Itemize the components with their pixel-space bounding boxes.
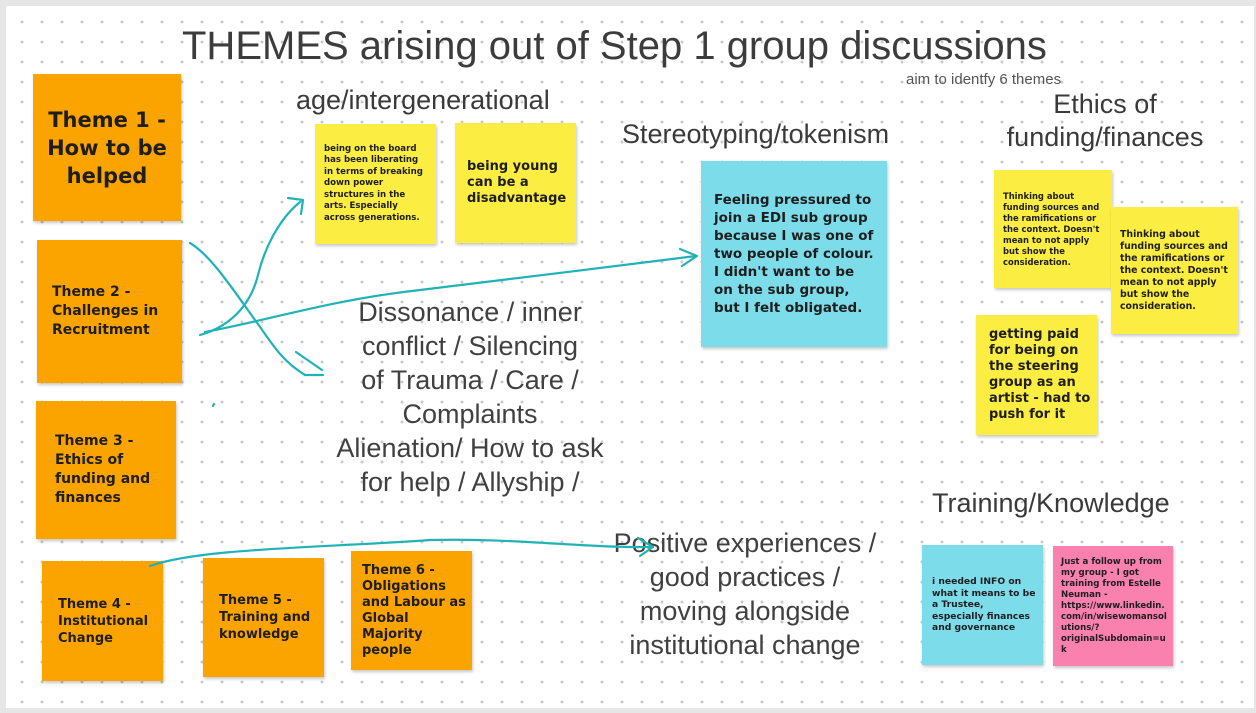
theme-2-sticky[interactable]: Theme 2 - Challenges in Recruitment (37, 240, 182, 383)
positive-line: moving alongside (639, 596, 851, 626)
positive-text-block[interactable]: Positive experiences / good practices / … (590, 526, 900, 662)
board-title: THEMES arising out of Step 1 group discu… (182, 24, 1047, 68)
theme-4-label: Theme 4 - Institutional Change (58, 596, 149, 646)
training-note-follow-up[interactable]: Just a follow up from my group - I got t… (1053, 546, 1173, 666)
age-note-liberating[interactable]: being on the board has been liberating i… (315, 124, 436, 244)
dissonance-line: Dissonance / inner (358, 297, 582, 327)
training-note-trustee-text: i needed INFO on what it means to be a T… (932, 576, 1036, 634)
training-note-trustee[interactable]: i needed INFO on what it means to be a T… (922, 545, 1043, 665)
theme-5-sticky[interactable]: Theme 5 - Training and knowledge (203, 558, 324, 677)
theme-1-sticky[interactable]: Theme 1 - How to be helped (33, 74, 181, 221)
dissonance-text-block[interactable]: Dissonance / inner conflict / Silencing … (300, 295, 640, 499)
ethics-note-funding-2-text: Thinking about funding sources and the r… (1120, 228, 1228, 312)
ethics-note-getting-paid-text: getting paid for being on the steering g… (989, 327, 1091, 422)
dissonance-line: for help / Allyship / (360, 467, 580, 497)
theme-6-label: Theme 6 - Obligations and Labour as Glob… (362, 562, 466, 658)
ethics-heading-line-2: funding/finances (1006, 122, 1204, 152)
ethics-cluster-heading: Ethics of funding/finances (965, 88, 1245, 154)
theme-3-label: Theme 3 - Ethics of funding and finances (55, 433, 151, 506)
positive-line: Positive experiences / (613, 528, 877, 558)
theme-4-sticky[interactable]: Theme 4 - Institutional Change (42, 561, 163, 681)
dissonance-line: of Trauma / Care / (361, 365, 579, 395)
theme-2-label: Theme 2 - Challenges in Recruitment (52, 284, 159, 338)
stereotyping-cluster-heading: Stereotyping/tokenism (622, 119, 890, 149)
age-note-liberating-text: being on the board has been liberating i… (324, 143, 423, 223)
theme-3-sticky[interactable]: Theme 3 - Ethics of funding and finances (36, 401, 176, 539)
positive-line: good practices / (649, 562, 841, 592)
age-cluster-heading: age/intergenerational (296, 85, 550, 115)
dissonance-line: Alienation/ How to ask (336, 433, 604, 463)
training-note-follow-up-text: Just a follow up from my group - I got t… (1061, 556, 1167, 655)
stereotyping-note-edi-text: Feeling pressured to join a EDI sub grou… (714, 192, 874, 316)
theme-5-label: Theme 5 - Training and knowledge (219, 593, 311, 642)
age-note-young-text: being young can be a disadvantage (467, 159, 567, 206)
age-note-young[interactable]: being young can be a disadvantage (455, 123, 576, 243)
ethics-heading-line-1: Ethics of (1053, 89, 1157, 119)
ethics-note-funding-1[interactable]: Thinking about funding sources and the r… (994, 170, 1112, 288)
theme-1-label: Theme 1 - How to be helped (47, 107, 167, 188)
positive-line: institutional change (629, 630, 861, 660)
theme-6-sticky[interactable]: Theme 6 - Obligations and Labour as Glob… (351, 551, 472, 670)
board-subtitle: aim to identfy 6 themes (906, 71, 1062, 88)
stereotyping-note-edi[interactable]: Feeling pressured to join a EDI sub grou… (701, 161, 887, 347)
dissonance-line: Complaints (402, 399, 538, 429)
dissonance-line: conflict / Silencing (361, 331, 579, 361)
ethics-note-funding-1-text: Thinking about funding sources and the r… (1003, 190, 1100, 267)
ethics-note-getting-paid[interactable]: getting paid for being on the steering g… (976, 315, 1097, 435)
training-cluster-heading: Training/Knowledge (932, 488, 1170, 518)
ethics-note-funding-2[interactable]: Thinking about funding sources and the r… (1111, 207, 1238, 334)
